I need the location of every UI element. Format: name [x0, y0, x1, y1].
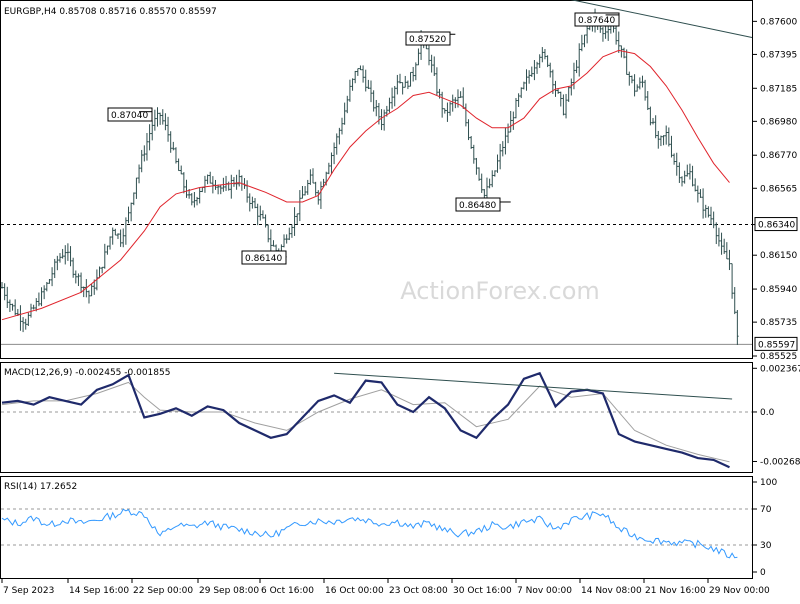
x-tick-label: 23 Oct 08:00 [389, 586, 448, 596]
annotation-label: 0.86480 [459, 201, 496, 211]
rsi-y-tick-label: 30 [760, 541, 772, 551]
x-axis: 7 Sep 2023 14 Sep 16:00 22 Sep 00:00 29 Sep… [1, 579, 770, 596]
price-y-tick-label: 0.87395 [760, 50, 797, 60]
macd-y-tick-label: 0.002367 [760, 364, 800, 374]
price-trendline [570, 0, 753, 38]
price-y-tick-label: 0.86770 [760, 151, 797, 161]
price-y-tick-label: 0.85940 [760, 285, 797, 295]
current-price-label: 0.85597 [758, 340, 795, 350]
price-y-tick-label: 0.87185 [760, 84, 797, 94]
rsi-header: RSI(14) 17.2652 [4, 482, 77, 492]
price-y-tick-label: 0.86980 [760, 117, 797, 127]
x-tick-label: 16 Oct 00:00 [325, 586, 384, 596]
price-header: EURGBP,H4 0.85708 0.85716 0.85570 0.8559… [4, 7, 217, 17]
x-tick-label: 7 Sep 2023 [3, 586, 54, 596]
x-tick-label: 14 Sep 16:00 [69, 586, 129, 596]
macd-y-tick-label: 0.0 [760, 408, 775, 418]
watermark: ActionForex.com [400, 277, 600, 305]
x-tick-label: 14 Nov 08:00 [581, 586, 642, 596]
price-y-tick-label: 0.86150 [760, 251, 797, 261]
annotation-label: 0.86140 [245, 254, 282, 264]
macd-layer: 0.002367 0.0 -0.002684 [1, 364, 800, 469]
annotation-box [574, 12, 620, 27]
x-tick-label: 22 Sep 00:00 [133, 586, 193, 596]
rsi-y-tick-label: 0 [760, 568, 766, 578]
x-tick-label: 29 Sep 08:00 [199, 586, 259, 596]
current-price-box [754, 336, 798, 351]
x-tick-label: 6 Oct 16:00 [261, 586, 314, 596]
rsi-panel-frame [0, 476, 753, 579]
annotation-label: 0.87520 [409, 35, 446, 45]
price-y-tick-label: 0.85735 [760, 318, 797, 328]
rsi-line [1, 508, 738, 559]
x-tick-label: 30 Oct 16:00 [453, 586, 512, 596]
price-y-tick-label: 0.87600 [760, 17, 797, 27]
macd-header: MACD(12,26,9) -0.002455 -0.001855 [4, 368, 170, 378]
annotation-box [405, 31, 451, 46]
macd-panel-frame [0, 362, 753, 473]
rsi-y-tick-label: 70 [760, 505, 772, 515]
x-tick-label: 7 Nov 00:00 [517, 586, 572, 596]
annotation-label: 0.87040 [111, 111, 148, 121]
level-line-label: 0.86340 [758, 221, 795, 231]
macd-line [1, 371, 730, 469]
x-tick-label: 29 Nov 00:00 [709, 586, 770, 596]
moving-average-line [1, 49, 730, 321]
level-line-label-box [754, 217, 798, 232]
price-layer: 0.87600 0.87395 0.87185 0.86980 0.86770 0.865… [0, 0, 798, 362]
annotation-box [455, 197, 501, 212]
rsi-layer: 100 70 30 0 [1, 478, 777, 578]
macd-trendline [334, 372, 733, 400]
annotation-box [241, 250, 287, 265]
price-y-tick-label: 0.85525 [760, 352, 797, 362]
rsi-y-tick-label: 100 [760, 478, 777, 488]
price-panel-frame [0, 0, 753, 359]
macd-y-tick-label: -0.002684 [760, 457, 800, 467]
x-tick-label: 21 Nov 16:00 [645, 586, 706, 596]
annotation-label: 0.87640 [578, 16, 615, 26]
price-y-tick-label: 0.86565 [760, 184, 797, 194]
